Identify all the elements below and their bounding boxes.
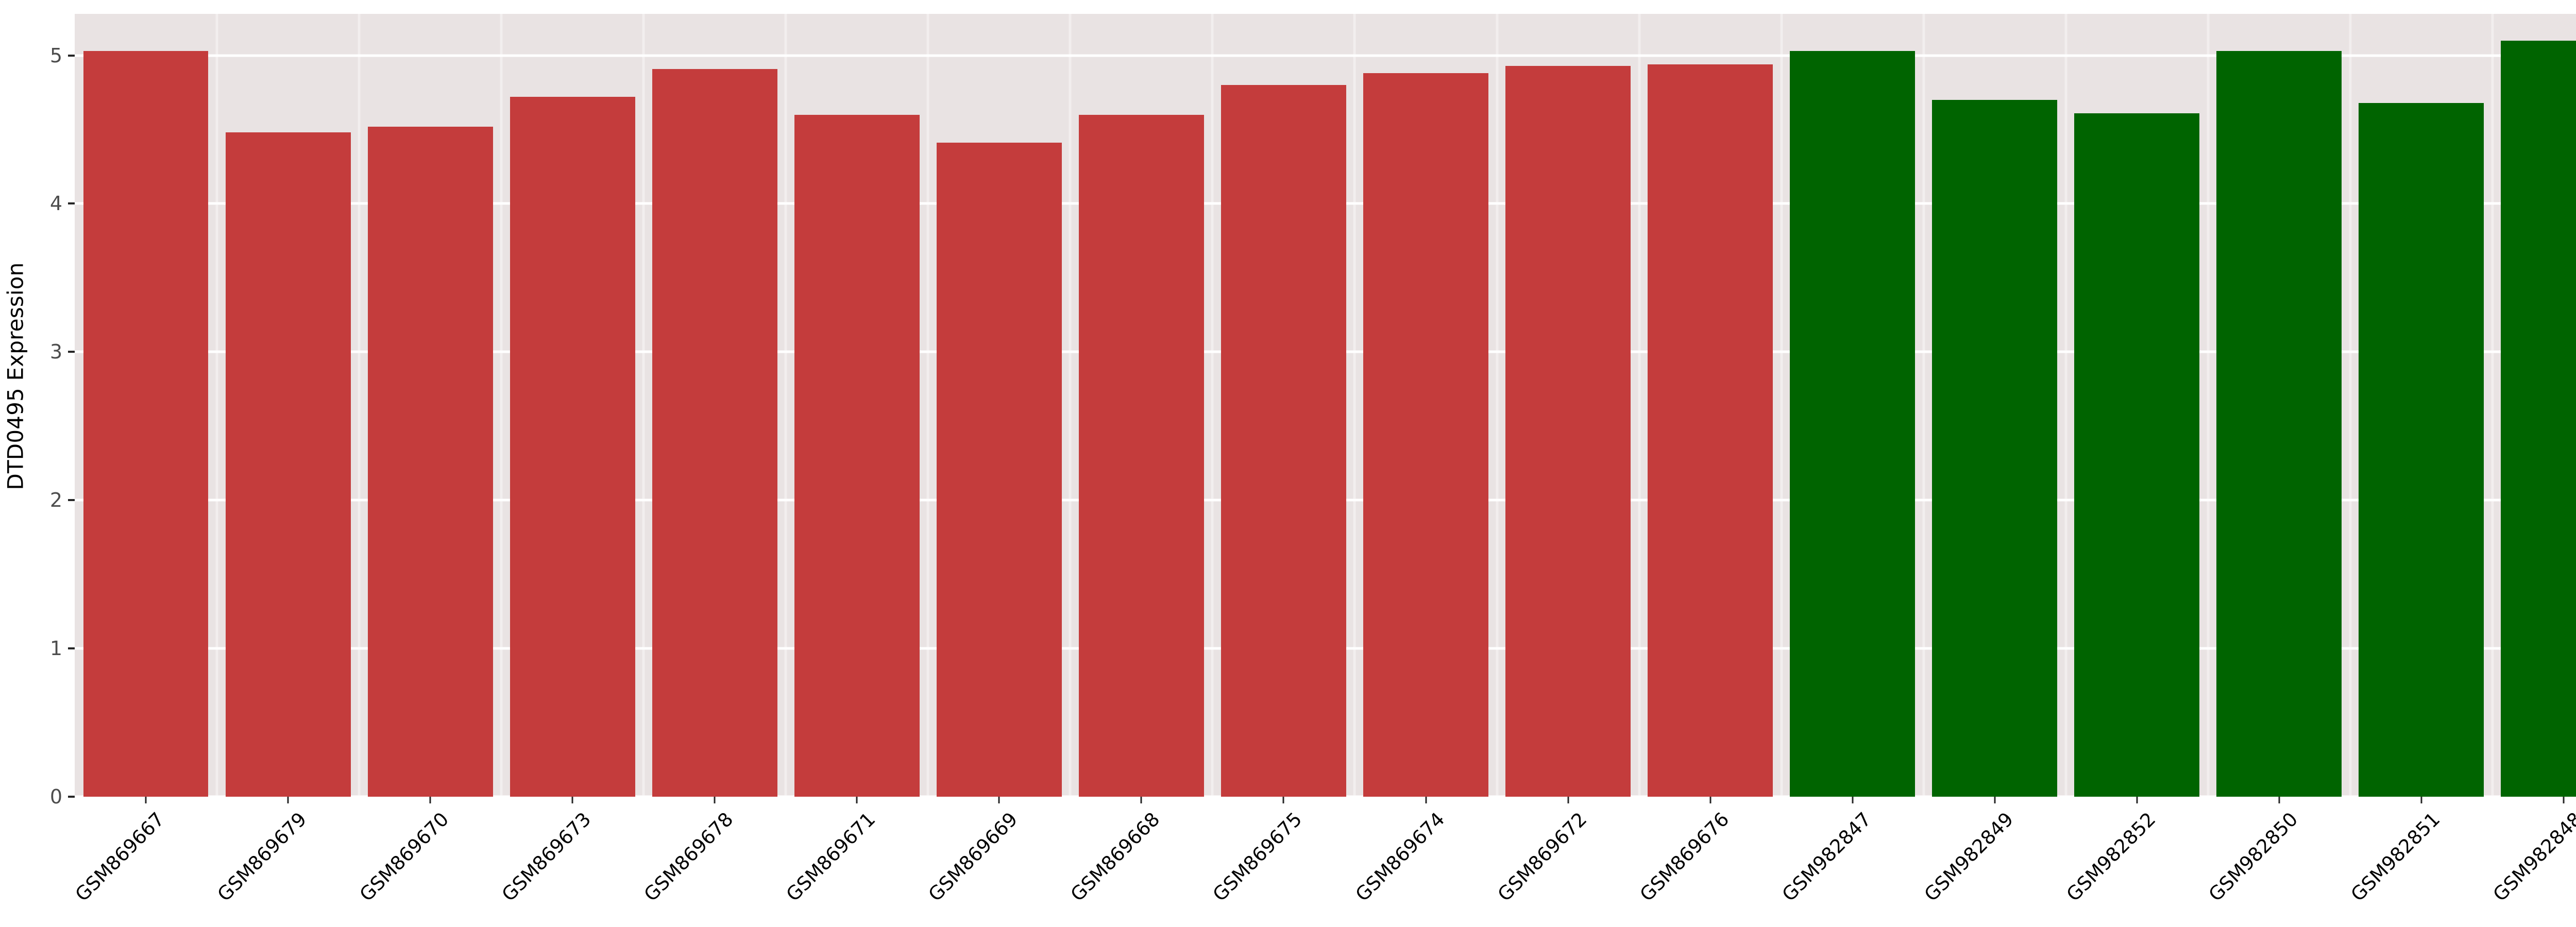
vertical-gridline (2064, 14, 2067, 797)
bar[interactable] (1363, 73, 1488, 797)
vertical-gridline (215, 14, 218, 797)
y-axis-tick-mark (68, 499, 75, 502)
bar[interactable] (1221, 85, 1346, 797)
y-axis-tick-label: 0 (49, 785, 62, 808)
x-axis-tick-label: GSM869676 (1635, 808, 1733, 906)
bar[interactable] (83, 50, 209, 797)
y-axis-tick-label: 3 (49, 340, 62, 364)
x-axis-tick-mark (287, 797, 289, 803)
x-axis-tick-mark (2136, 797, 2138, 803)
vertical-gridline (1496, 14, 1499, 797)
x-axis-tick-label: GSM869668 (1066, 808, 1164, 906)
x-axis-tick-label: GSM869673 (497, 808, 596, 906)
x-axis-tick-mark (1567, 797, 1569, 803)
x-axis-tick-label: GSM982851 (2346, 808, 2445, 906)
bar[interactable] (1505, 65, 1631, 797)
y-axis-tick-mark (68, 351, 75, 353)
y-axis-tick-label: 5 (49, 44, 62, 67)
bar[interactable] (2216, 50, 2342, 797)
x-axis-tick-mark (429, 797, 431, 803)
horizontal-gridline (75, 54, 2576, 57)
x-axis-tick-label: GSM982850 (2204, 808, 2302, 906)
x-axis-tick-mark (998, 797, 1000, 803)
vertical-gridline (1638, 14, 1641, 797)
y-axis-tick-label: 1 (49, 637, 62, 660)
x-axis-tick-label: GSM982849 (1920, 808, 2018, 906)
x-axis-tick-mark (1994, 797, 1996, 803)
x-axis-tick-mark (571, 797, 573, 803)
x-axis-tick-label: GSM982847 (1777, 808, 1876, 906)
vertical-gridline (1069, 14, 1072, 797)
vertical-gridline (1353, 14, 1356, 797)
x-axis-tick-mark (2563, 797, 2565, 803)
vertical-gridline (2207, 14, 2210, 797)
y-axis-tick-mark (68, 202, 75, 205)
y-axis-tick-label: 4 (49, 192, 62, 215)
vertical-gridline (2491, 14, 2494, 797)
x-axis-tick-label: GSM869669 (924, 808, 1022, 906)
x-axis-tick-label: GSM869675 (1209, 808, 1307, 906)
vertical-gridline (926, 14, 929, 797)
x-axis-tick-mark (714, 797, 716, 803)
x-axis-tick-mark (1425, 797, 1427, 803)
x-axis-tick-mark (1140, 797, 1142, 803)
bar[interactable] (1078, 114, 1204, 797)
bar[interactable] (794, 114, 920, 797)
bar[interactable] (936, 143, 1062, 797)
vertical-gridline (358, 14, 361, 797)
bar[interactable] (367, 126, 493, 797)
y-axis-title: DTD0495 Expression (3, 262, 28, 490)
x-axis-tick-row: GSM869667 GSM869679 GSM869670 GSM869673 GSM8… (71, 797, 2576, 927)
plot-area (75, 14, 2576, 797)
bar[interactable] (2501, 40, 2576, 797)
bar[interactable] (1648, 64, 1773, 797)
vertical-gridline (2349, 14, 2352, 797)
x-axis-tick-label: GSM869671 (782, 808, 880, 906)
bar[interactable] (652, 68, 777, 797)
bar[interactable] (2359, 102, 2484, 797)
y-axis-tick-label: 2 (49, 489, 62, 512)
y-axis-tick-mark (68, 647, 75, 650)
x-axis-tick-mark (1709, 797, 1711, 803)
x-axis-tick-mark (145, 797, 147, 803)
x-axis-tick-label: GSM869679 (213, 808, 311, 906)
x-axis-tick-mark (1852, 797, 1854, 803)
y-axis-tick-mark (68, 54, 75, 57)
x-axis-tick-mark (1282, 797, 1284, 803)
x-axis-tick-label: GSM869674 (1351, 808, 1449, 906)
x-axis-tick-label: GSM869670 (355, 808, 453, 906)
bar[interactable] (1790, 50, 1916, 797)
vertical-gridline (1780, 14, 1783, 797)
vertical-gridline (1922, 14, 1925, 797)
y-axis-tick-mark (68, 796, 75, 798)
y-axis-title-container: DTD0495 Expression (0, 0, 31, 752)
y-axis-tick-column: 0 1 2 3 4 5 (31, 0, 75, 927)
x-axis-tick-label: GSM982848 (2488, 808, 2576, 906)
bar[interactable] (2074, 113, 2200, 797)
x-axis-tick-mark (2420, 797, 2422, 803)
x-axis-tick-label: GSM869678 (639, 808, 738, 906)
vertical-gridline (642, 14, 645, 797)
vertical-gridline (1211, 14, 1214, 797)
x-axis-tick-label: GSM982852 (2062, 808, 2160, 906)
bar[interactable] (510, 97, 635, 797)
x-axis-tick-mark (856, 797, 858, 803)
vertical-gridline (500, 14, 503, 797)
bar[interactable] (1932, 99, 2058, 797)
x-axis-tick-label: GSM869667 (71, 808, 169, 906)
bar[interactable] (225, 132, 351, 797)
vertical-gridline (784, 14, 787, 797)
x-axis-tick-mark (2278, 797, 2280, 803)
x-axis-tick-label: GSM869672 (1493, 808, 1591, 906)
